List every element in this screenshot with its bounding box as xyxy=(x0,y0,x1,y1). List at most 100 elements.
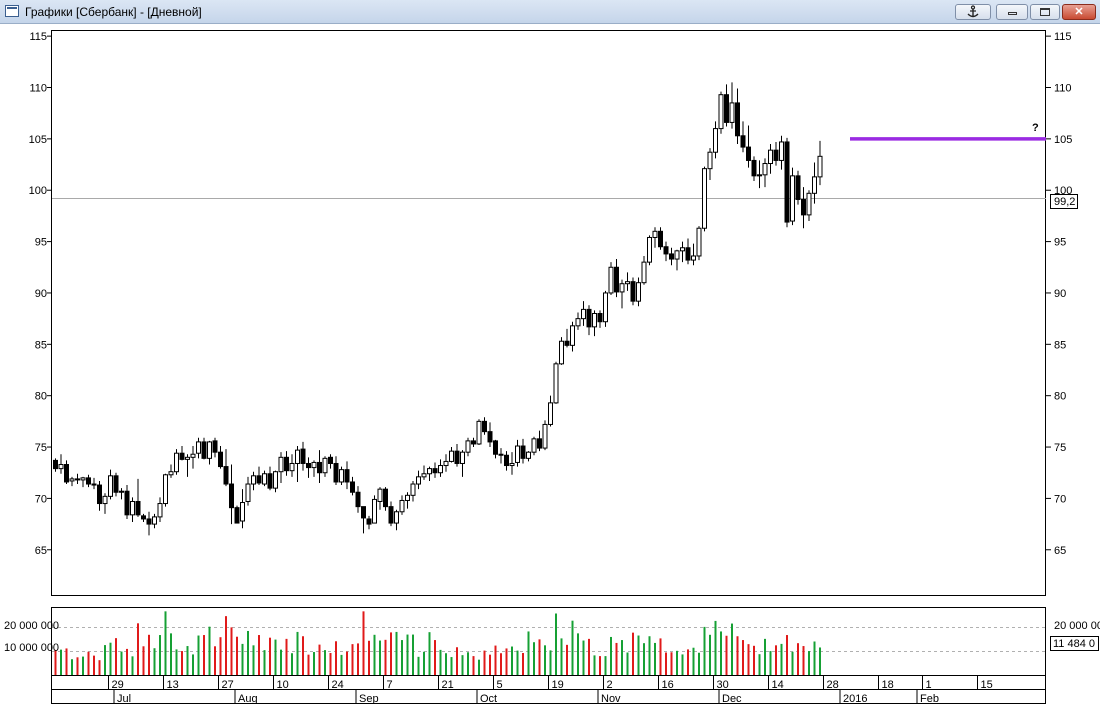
candle-down xyxy=(256,475,262,484)
candle-up xyxy=(168,471,174,476)
candle-down xyxy=(735,102,740,137)
day-label: 18 xyxy=(882,679,894,691)
candle-up xyxy=(427,468,432,475)
candle-down xyxy=(597,313,603,323)
candle-up xyxy=(779,141,784,161)
day-label: 13 xyxy=(167,679,179,691)
candle-up xyxy=(130,500,135,516)
candle-down xyxy=(267,473,273,489)
candle-up xyxy=(509,462,515,467)
day-label: 1 xyxy=(926,679,932,691)
candle-up xyxy=(641,261,647,284)
candle-down xyxy=(520,445,526,459)
candle-up xyxy=(245,483,251,502)
candle-down xyxy=(801,198,806,216)
chart-window-icon xyxy=(5,5,19,17)
candle-up xyxy=(603,292,608,323)
candle-down xyxy=(75,478,80,481)
candle-down xyxy=(751,159,757,177)
minimize-icon xyxy=(1007,12,1017,15)
candle-up xyxy=(674,250,680,260)
candle-up xyxy=(762,163,768,176)
price-panel-frame xyxy=(51,30,1046,596)
price-tick-right: 70 xyxy=(1054,493,1066,505)
candle-up xyxy=(636,282,641,302)
candle-down xyxy=(284,456,289,472)
candle-up xyxy=(570,325,575,346)
candle-down xyxy=(663,246,669,255)
time-axis: 29 13 27 10 24 7 21 5 19 2 16 30 14 28 18 1 15 Jul Aug Sep O… xyxy=(108,676,993,704)
candle-down xyxy=(141,515,146,520)
candle-up xyxy=(174,452,179,473)
candle-up xyxy=(443,460,449,467)
price-tick-left: 65 xyxy=(35,545,47,557)
candle-up xyxy=(58,464,64,470)
candle-down xyxy=(658,230,663,248)
candle-up xyxy=(581,308,586,320)
candle-up xyxy=(553,363,559,404)
candle-down xyxy=(482,420,487,433)
price-tick-right: 85 xyxy=(1054,339,1066,351)
anchor-icon xyxy=(967,5,979,18)
candle-down xyxy=(350,481,355,493)
candle-up xyxy=(460,451,465,464)
price-tick-right: 95 xyxy=(1054,237,1066,249)
candle-up xyxy=(273,471,278,489)
candle-down xyxy=(300,448,306,464)
price-tick-left: 110 xyxy=(29,83,47,95)
candle-up xyxy=(608,266,614,294)
candle-down xyxy=(498,453,504,456)
anchor-button[interactable] xyxy=(955,4,991,20)
candle-down xyxy=(361,506,366,519)
candle-up xyxy=(102,495,108,505)
day-label: 21 xyxy=(442,679,454,691)
current-price-badge: 99,2 xyxy=(1050,194,1078,209)
candle-down xyxy=(454,450,460,464)
candle-down xyxy=(795,175,801,200)
candle-up xyxy=(476,420,482,445)
candle-up xyxy=(207,441,212,459)
candle-down xyxy=(487,431,493,443)
candle-down xyxy=(229,483,234,509)
price-tick-left: 85 xyxy=(35,339,47,351)
candle-up xyxy=(405,494,410,501)
candle-up xyxy=(465,440,471,453)
price-tick-left: 75 xyxy=(35,442,47,454)
volume-panel-frame xyxy=(51,607,1046,676)
candle-up xyxy=(790,175,795,222)
candle-up xyxy=(625,281,630,285)
candle-up xyxy=(69,478,75,482)
candle-down xyxy=(201,441,207,459)
day-label: 29 xyxy=(112,679,124,691)
day-label: 5 xyxy=(497,679,503,691)
candle-up xyxy=(295,449,300,464)
candle-up xyxy=(394,511,399,524)
window-title: Графики [Сбербанк] - [Дневной] xyxy=(25,5,202,19)
day-label: 27 xyxy=(222,679,234,691)
candle-up xyxy=(311,461,317,469)
candle-up xyxy=(157,503,163,518)
candle-down xyxy=(388,506,394,524)
day-label: 14 xyxy=(772,679,784,691)
candle-down xyxy=(669,253,674,260)
candle-up xyxy=(526,451,531,459)
month-label: 2016 xyxy=(843,693,867,704)
price-tick-right: 65 xyxy=(1054,545,1066,557)
month-label: Sep xyxy=(359,693,379,704)
day-label: 16 xyxy=(662,679,674,691)
candle-down xyxy=(223,466,229,485)
candle-up xyxy=(410,483,416,496)
candle-up xyxy=(515,445,520,463)
maximize-button[interactable] xyxy=(1030,4,1060,20)
close-button[interactable]: ✕ xyxy=(1062,4,1096,20)
candle-down xyxy=(614,266,619,293)
minimize-button[interactable] xyxy=(996,4,1028,20)
title-bar[interactable]: Графики [Сбербанк] - [Дневной] ✕ xyxy=(0,0,1100,24)
candle-down xyxy=(333,462,339,483)
candle-up xyxy=(575,318,581,327)
candle-down xyxy=(586,308,592,328)
candle-up xyxy=(108,475,113,497)
candle-down xyxy=(113,475,119,493)
volume-series xyxy=(54,611,821,675)
